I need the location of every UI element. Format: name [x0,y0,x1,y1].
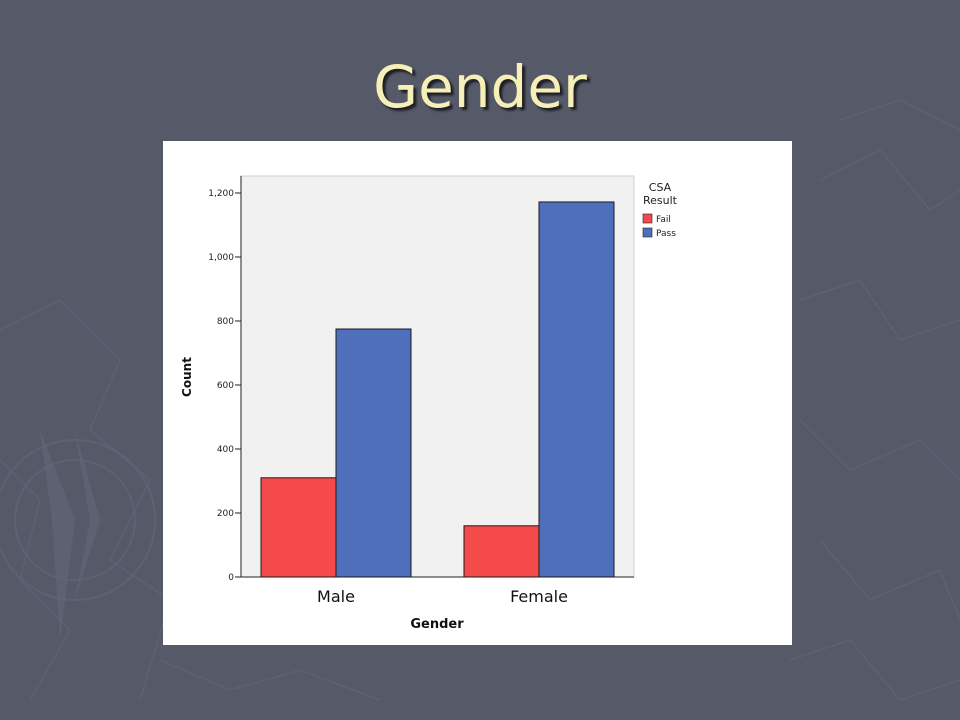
x-tick-label-male: Male [317,587,355,606]
legend-title-line-1: CSA [649,181,672,194]
y-tick-label: 200 [217,509,234,519]
legend-swatch-pass [642,227,653,238]
legend-label-fail: Fail [656,215,671,225]
bar-male-pass [335,328,412,578]
y-axis-ticks: 0 200 400 600 800 1,000 1,200 [208,189,241,583]
legend-title-line-2: Result [643,194,678,207]
y-axis-title: Count [180,357,194,397]
bars [260,201,615,578]
bar-female-pass [538,201,615,578]
y-tick-label: 600 [217,381,234,391]
bar-chart: 0 200 400 600 800 1,000 1,200 Male Female Count… [180,175,678,632]
chart-panel: 0 200 400 600 800 1,000 1,200 Male Female Count… [163,141,792,645]
legend-swatch-fail [642,213,653,224]
x-tick-label-female: Female [510,587,568,606]
y-tick-label: 800 [217,317,234,327]
y-tick-label: 0 [228,573,234,583]
y-tick-label: 1,000 [208,253,234,263]
bar-female-fail [463,525,540,578]
slide-title: Gender [373,53,587,121]
y-tick-label: 400 [217,445,234,455]
y-tick-label: 1,200 [208,189,234,199]
x-axis-title: Gender [410,617,464,632]
x-axis-labels: Male Female [317,587,568,606]
bar-male-fail [260,477,337,578]
legend: CSA Result Fail Pass [642,181,678,239]
legend-label-pass: Pass [656,229,676,239]
